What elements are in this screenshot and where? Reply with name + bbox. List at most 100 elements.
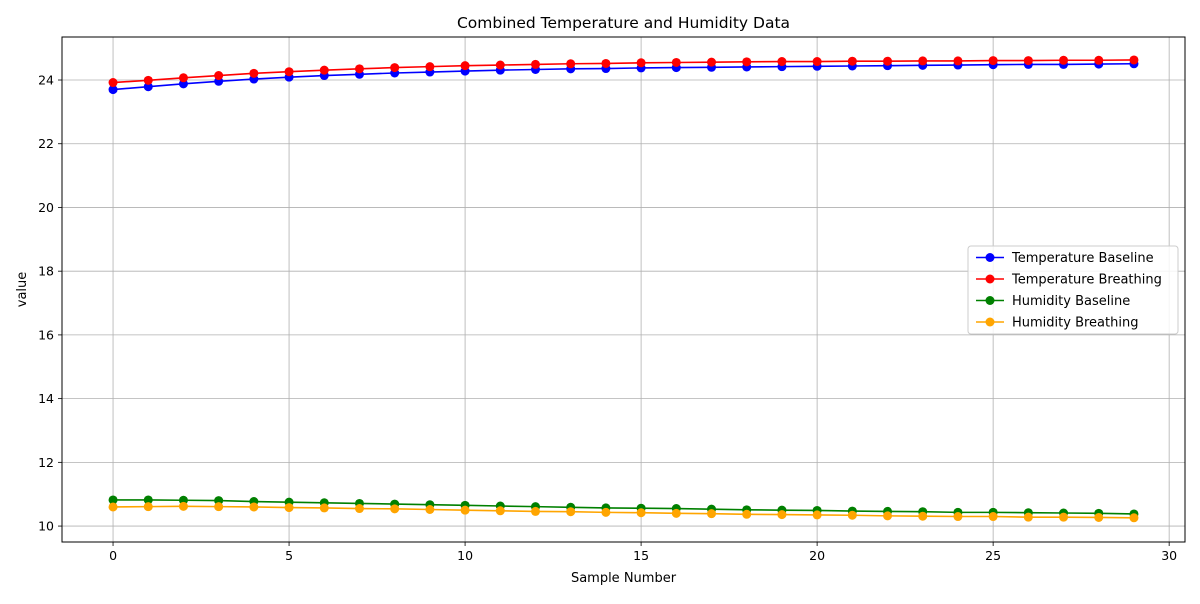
y-tick-label: 24 bbox=[38, 73, 54, 88]
data-point bbox=[566, 507, 576, 517]
data-point bbox=[390, 63, 400, 73]
data-point bbox=[178, 73, 188, 83]
y-tick-label: 10 bbox=[38, 519, 54, 534]
series-humidity-breathing bbox=[108, 501, 1139, 523]
y-tick-label: 14 bbox=[38, 391, 54, 406]
axis-ticks: 0 5 10 15 20 25 30 10 12 14 16 18 20 22 24 bbox=[38, 73, 1177, 563]
legend-swatch-marker bbox=[985, 274, 995, 284]
data-point bbox=[636, 58, 646, 68]
x-tick-label: 15 bbox=[633, 548, 649, 563]
legend-label: Humidity Baseline bbox=[1012, 294, 1130, 309]
legend-label: Temperature Baseline bbox=[1011, 251, 1154, 266]
data-point bbox=[883, 511, 893, 521]
data-point bbox=[143, 495, 153, 505]
series-line bbox=[113, 499, 1134, 515]
data-point bbox=[284, 503, 294, 513]
data-point bbox=[812, 510, 822, 520]
data-point bbox=[671, 57, 681, 67]
data-point bbox=[354, 64, 364, 74]
data-point bbox=[777, 510, 787, 520]
data-point bbox=[108, 85, 118, 95]
legend-label: Temperature Breathing bbox=[1011, 273, 1162, 288]
data-point bbox=[214, 502, 224, 512]
data-point bbox=[777, 57, 787, 67]
data-point bbox=[319, 503, 329, 513]
data-point bbox=[636, 508, 646, 518]
data-point bbox=[707, 509, 717, 519]
data-point bbox=[812, 57, 822, 67]
data-point bbox=[601, 507, 611, 517]
data-point bbox=[566, 59, 576, 69]
data-point bbox=[742, 509, 752, 519]
y-tick-label: 22 bbox=[38, 136, 54, 151]
legend-label: Humidity Breathing bbox=[1012, 316, 1138, 331]
x-tick-label: 0 bbox=[109, 548, 117, 563]
legend-item: Temperature Baseline bbox=[976, 251, 1154, 266]
data-point bbox=[671, 508, 681, 518]
series-line bbox=[112, 59, 1134, 84]
data-point bbox=[988, 56, 998, 66]
series-lines bbox=[108, 55, 1139, 523]
legend-item: Humidity Breathing bbox=[976, 316, 1138, 331]
data-point bbox=[495, 506, 505, 516]
y-tick-label: 12 bbox=[38, 455, 54, 470]
legend-item: Temperature Breathing bbox=[976, 273, 1162, 288]
data-point bbox=[495, 60, 505, 70]
data-point bbox=[1059, 512, 1069, 522]
data-point bbox=[214, 71, 224, 81]
data-point bbox=[953, 512, 963, 522]
data-point bbox=[1023, 512, 1033, 522]
data-point bbox=[108, 502, 118, 512]
x-axis-label: Sample Number bbox=[571, 571, 677, 586]
data-point bbox=[425, 62, 435, 72]
x-tick-label: 20 bbox=[809, 548, 825, 563]
data-point bbox=[918, 56, 928, 66]
data-point bbox=[319, 65, 329, 75]
data-point bbox=[1059, 55, 1069, 65]
legend: Temperature Baseline Temperature Breathin… bbox=[967, 245, 1179, 335]
data-point bbox=[953, 56, 963, 66]
data-point bbox=[1129, 513, 1139, 523]
x-tick-label: 25 bbox=[985, 548, 1001, 563]
data-point bbox=[530, 59, 540, 69]
data-point bbox=[1094, 512, 1104, 522]
x-tick-label: 10 bbox=[457, 548, 473, 563]
data-point bbox=[460, 505, 470, 515]
y-tick-label: 16 bbox=[38, 327, 54, 342]
data-point bbox=[108, 78, 118, 88]
data-point bbox=[707, 57, 717, 67]
data-point bbox=[354, 504, 364, 514]
legend-box bbox=[967, 245, 1179, 335]
data-point bbox=[988, 512, 998, 522]
series-temperature-breathing bbox=[108, 55, 1139, 88]
data-point bbox=[847, 510, 857, 520]
data-point bbox=[249, 68, 259, 78]
data-point bbox=[1023, 56, 1033, 66]
y-tick-label: 18 bbox=[38, 264, 54, 279]
data-point bbox=[742, 57, 752, 67]
x-tick-label: 30 bbox=[1161, 548, 1177, 563]
data-point bbox=[143, 75, 153, 85]
legend-swatch-marker bbox=[985, 253, 995, 262]
chart-title: Combined Temperature and Humidity Data bbox=[457, 14, 790, 32]
y-tick-label: 20 bbox=[38, 200, 54, 215]
data-point bbox=[918, 511, 928, 521]
legend-swatch-marker bbox=[985, 296, 995, 305]
data-point bbox=[390, 504, 400, 514]
data-point bbox=[601, 58, 611, 68]
plot-frame bbox=[61, 36, 1186, 543]
series-temperature-baseline bbox=[108, 59, 1139, 95]
data-point bbox=[108, 495, 118, 505]
series-line bbox=[113, 505, 1134, 519]
data-point bbox=[143, 82, 153, 92]
x-tick-label: 5 bbox=[285, 548, 293, 563]
data-point bbox=[1094, 55, 1104, 65]
data-point bbox=[883, 56, 893, 66]
data-point bbox=[847, 56, 857, 66]
data-point bbox=[425, 505, 435, 515]
data-point bbox=[249, 502, 259, 512]
data-point bbox=[178, 501, 188, 511]
legend-swatch-marker bbox=[985, 317, 995, 327]
